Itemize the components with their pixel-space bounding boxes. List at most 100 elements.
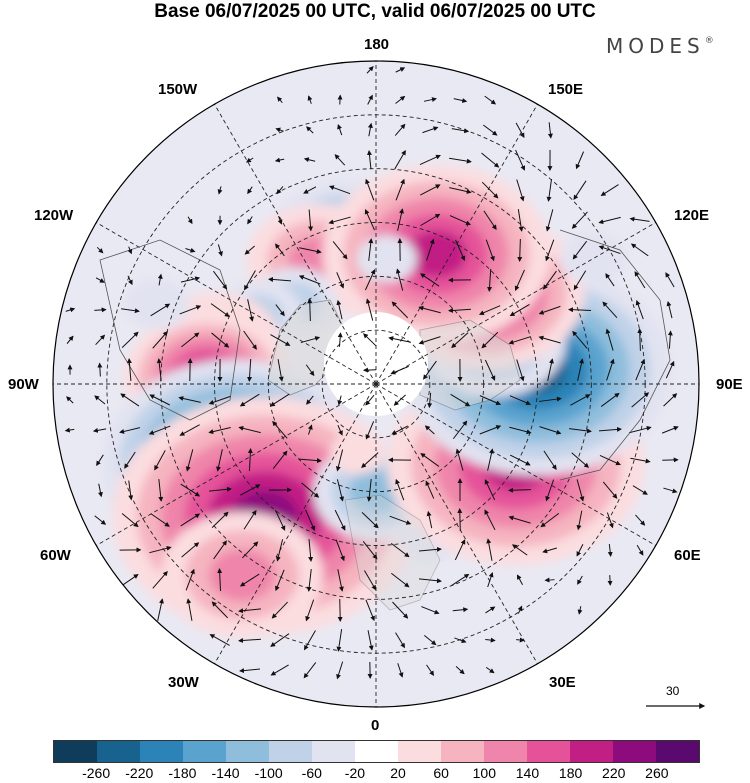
wind-vector [484, 95, 497, 105]
anomaly-field [101, 164, 672, 639]
wind-vector [631, 392, 650, 408]
wind-vector [517, 605, 523, 614]
wind-vector [479, 395, 502, 406]
wind-vector [247, 216, 253, 225]
colorbar [53, 740, 700, 763]
wind-vector [95, 334, 106, 346]
wind-vector [208, 426, 231, 435]
wind-vector [508, 515, 531, 524]
meridian-line [375, 104, 538, 385]
positive-anomaly-contour [209, 549, 276, 602]
wind-vector [426, 510, 433, 529]
wind-vector [92, 427, 107, 433]
lon-label-90e: 90E [716, 376, 743, 393]
meridian-line [214, 383, 377, 664]
wind-vector [484, 509, 496, 531]
wind-vector [307, 95, 313, 104]
wind-vector [454, 539, 466, 561]
wind-vector [368, 238, 374, 261]
wind-vector [420, 213, 441, 227]
wind-vector [602, 481, 618, 499]
wind-vector [605, 273, 615, 287]
wind-vector [451, 332, 469, 349]
wind-vector [124, 451, 136, 469]
wind-vector [545, 479, 555, 502]
colorbar-segment [269, 741, 312, 762]
latitude-circle [321, 329, 431, 439]
wind-vector [306, 126, 314, 134]
wind-vector [307, 424, 313, 435]
wind-vector [663, 393, 678, 407]
colorbar-tick-label: -20 [344, 765, 366, 781]
colorbar-tick-label: 220 [602, 765, 626, 781]
wind-vector [239, 573, 260, 587]
negative-anomaly-contour [560, 232, 627, 285]
wind-vector [244, 270, 256, 291]
wind-vector [575, 151, 585, 170]
wind-vector [395, 178, 405, 201]
wind-vector [332, 241, 348, 260]
wind-vector [308, 209, 314, 232]
wind-vector [211, 332, 230, 348]
wind-vector [148, 425, 171, 435]
wind-vector [277, 215, 283, 225]
lon-label-120e: 120E [674, 207, 710, 224]
wind-vector [94, 395, 106, 405]
wind-vector [306, 569, 312, 592]
wind-vector [66, 335, 74, 344]
wind-vector [157, 598, 164, 621]
wind-vector [298, 458, 322, 464]
colorbar-tick-label: -260 [82, 765, 111, 781]
wind-vector [336, 661, 344, 680]
wind-vector [181, 542, 200, 558]
wind-vector [120, 393, 140, 407]
siberia-coast [419, 319, 521, 411]
wind-vector [455, 448, 464, 471]
wind-vector [180, 513, 201, 527]
wind-vector [539, 396, 562, 402]
wind-vector [598, 426, 622, 432]
wind-vector [127, 275, 133, 286]
wind-vector [455, 239, 466, 261]
wind-vector [478, 305, 501, 316]
wind-vector [539, 426, 562, 435]
wind-vector [96, 454, 104, 467]
wind-vector [178, 396, 201, 403]
wind-vector [185, 449, 194, 472]
wind-vector [128, 480, 134, 501]
lon-label-120w: 120W [34, 207, 74, 224]
wind-vector [362, 541, 378, 560]
wind-vector [244, 245, 255, 255]
wind-vector [636, 544, 644, 556]
wind-vector [391, 425, 409, 435]
wind-vector [569, 428, 592, 434]
wind-vector [211, 601, 229, 619]
wind-vector [629, 216, 650, 222]
wind-vector [269, 393, 290, 407]
colorbar-tick-label: -220 [125, 765, 154, 781]
wind-vector [424, 425, 435, 435]
colorbar-segment [97, 741, 140, 762]
lon-label-150e: 150E [548, 81, 584, 98]
wind-vector [449, 157, 472, 164]
wind-vector [274, 509, 286, 531]
wind-vector [364, 269, 376, 291]
wind-vector [509, 395, 532, 406]
wind-vector [337, 424, 343, 436]
wind-vector [243, 509, 257, 530]
wind-vector [366, 479, 372, 502]
meridian-line [214, 104, 377, 385]
wind-vector [451, 128, 470, 134]
wind-vector [634, 271, 646, 289]
wind-vector [419, 578, 442, 584]
wind-vector [272, 420, 288, 439]
wind-vector [426, 664, 435, 676]
wind-vector [516, 637, 525, 643]
wind-vector [66, 396, 74, 404]
wind-vector [576, 510, 583, 531]
wind-vector [514, 269, 525, 291]
colorbar-segment [312, 741, 355, 762]
wind-vector [337, 598, 343, 622]
wind-vector [542, 270, 557, 290]
wind-vector [304, 630, 316, 651]
